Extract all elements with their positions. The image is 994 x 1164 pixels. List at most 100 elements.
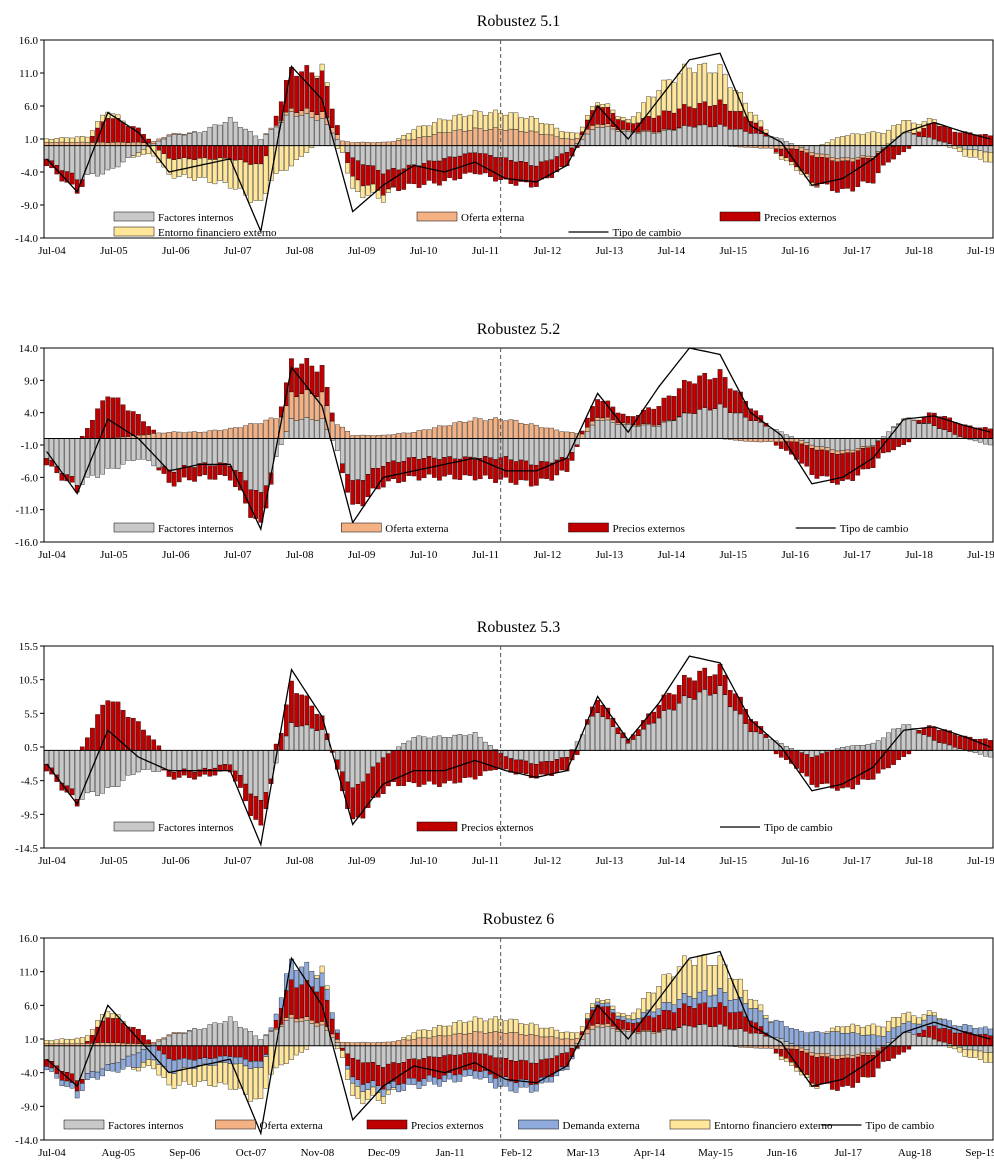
bar-fi [253, 438, 259, 491]
bar-oe [284, 1017, 289, 1021]
bar-fi [44, 438, 49, 459]
bar-fi [457, 734, 463, 751]
bar-fi [146, 750, 151, 770]
bar-fi [181, 1033, 187, 1046]
bar-oe [773, 438, 779, 443]
bar-oe [840, 157, 845, 162]
bar-pe [406, 457, 412, 476]
bar-ef [651, 96, 657, 119]
bar-pe [253, 796, 259, 820]
bar-fi [416, 735, 422, 751]
bar-oe [181, 432, 187, 439]
bar-fi [605, 1026, 611, 1046]
bar-pe [421, 750, 427, 785]
bar-fi [258, 750, 264, 801]
bar-ef [814, 1086, 820, 1089]
bar-pe [488, 155, 493, 177]
bar-pe [687, 106, 692, 127]
bar-de [799, 1030, 804, 1046]
bar-ef [875, 132, 881, 146]
bar-fi [646, 424, 651, 439]
bar-pe [156, 145, 162, 151]
bar-pe [503, 756, 509, 770]
bar-oe [641, 130, 646, 132]
bar-ef [539, 1027, 544, 1038]
bar-fi [661, 710, 667, 751]
bar-pe [416, 750, 422, 787]
bar-ef [840, 136, 845, 146]
bar-de [988, 1028, 993, 1036]
bar-fi [875, 740, 881, 751]
bar-pe [335, 125, 340, 135]
bar-pe [426, 456, 432, 475]
bar-fi [447, 1045, 452, 1055]
bar-fi [610, 128, 616, 146]
bar-pe [656, 115, 662, 132]
bar-fi [865, 145, 871, 157]
bar-ef [176, 158, 182, 177]
bar-fi [641, 728, 646, 751]
bar-fi [355, 750, 361, 785]
bar-fi [544, 145, 549, 161]
bar-oe [590, 125, 595, 130]
bar-de [222, 1055, 228, 1063]
x-tick-label: Jul-14 [658, 245, 686, 257]
bar-pe [972, 1034, 978, 1046]
bar-pe [181, 1045, 187, 1059]
bar-pe [488, 750, 493, 771]
bar-de [442, 1075, 447, 1082]
bar-fi [477, 1045, 483, 1054]
x-tick-label: Jul-09 [348, 549, 376, 561]
bar-fi [850, 1045, 856, 1056]
bar-de [671, 1004, 677, 1013]
bar-pe [931, 1025, 937, 1040]
bar-ef [758, 120, 764, 127]
bar-pe [875, 441, 881, 459]
bar-fi [605, 419, 611, 439]
bar-pe [207, 769, 213, 777]
bar-de [855, 1033, 861, 1046]
bar-fi [916, 733, 922, 751]
bar-fi [426, 1045, 432, 1057]
x-tick-label: Jul-17 [835, 1147, 863, 1159]
bar-ef [712, 72, 718, 106]
bar-fi [595, 1026, 600, 1046]
legend-label: Factores internos [158, 523, 233, 535]
bar-oe [442, 425, 447, 439]
bar-pe [386, 1063, 391, 1084]
bar-pe [901, 1045, 907, 1053]
bar-ef [661, 974, 667, 1003]
bar-ef [115, 114, 121, 119]
bar-fi [442, 1045, 447, 1056]
bar-oe [340, 426, 345, 439]
bar-pe [681, 104, 687, 126]
bar-ef [386, 1089, 391, 1095]
bar-ef [564, 1031, 570, 1040]
bar-de [977, 1027, 983, 1035]
bar-oe [289, 391, 294, 419]
bar-oe [559, 138, 565, 146]
bar-de [656, 1008, 662, 1016]
bar-oe [656, 424, 662, 427]
bar-oe [396, 140, 401, 146]
bar-fi [610, 422, 616, 439]
bar-fi [309, 727, 315, 751]
bar-fi [426, 737, 432, 751]
bar-ef [743, 989, 748, 1004]
bar-fi [528, 750, 534, 764]
bar-ef [355, 179, 361, 193]
bar-pe [717, 663, 723, 686]
bar-fi [350, 1045, 356, 1059]
bar-fi [988, 1045, 993, 1053]
bar-ef [559, 131, 565, 139]
bar-pe [687, 1005, 692, 1027]
bar-ef [707, 72, 713, 107]
bar-ef [238, 159, 243, 189]
bar-fi [641, 131, 646, 146]
bar-fi [809, 438, 815, 446]
bar-de [942, 1018, 947, 1029]
bar-ef [69, 137, 75, 143]
bar-fi [421, 145, 427, 164]
bar-fi [222, 122, 228, 146]
bar-pe [727, 1012, 733, 1030]
